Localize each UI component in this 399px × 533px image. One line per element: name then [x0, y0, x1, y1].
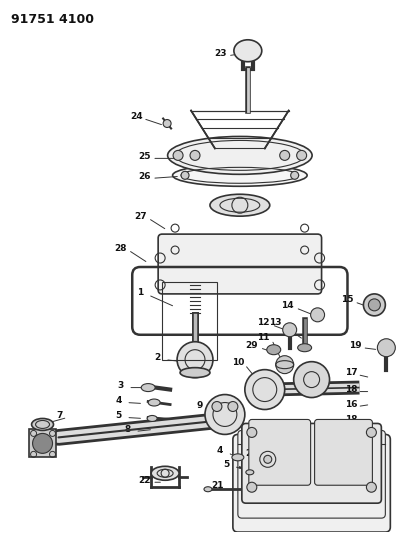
- Text: 7: 7: [56, 411, 63, 420]
- Text: 18: 18: [345, 385, 358, 394]
- FancyBboxPatch shape: [238, 431, 385, 518]
- Ellipse shape: [210, 194, 270, 216]
- Circle shape: [280, 150, 290, 160]
- Ellipse shape: [298, 344, 312, 352]
- Text: 25: 25: [138, 152, 150, 161]
- Text: 15: 15: [341, 295, 354, 304]
- Ellipse shape: [168, 136, 312, 174]
- Ellipse shape: [147, 416, 157, 422]
- Text: 23: 23: [215, 49, 227, 58]
- Circle shape: [297, 150, 306, 160]
- Text: 19: 19: [349, 341, 362, 350]
- Ellipse shape: [246, 470, 254, 475]
- Circle shape: [177, 342, 213, 377]
- Circle shape: [366, 427, 376, 438]
- Text: 9: 9: [197, 401, 203, 410]
- Ellipse shape: [180, 368, 210, 377]
- Text: 13: 13: [269, 318, 282, 327]
- Circle shape: [264, 455, 272, 463]
- Text: 4: 4: [217, 446, 223, 455]
- Circle shape: [283, 323, 297, 337]
- Text: 5: 5: [115, 411, 121, 420]
- Text: 8: 8: [124, 425, 130, 434]
- Circle shape: [245, 370, 285, 409]
- FancyBboxPatch shape: [242, 423, 381, 503]
- Circle shape: [363, 294, 385, 316]
- FancyBboxPatch shape: [314, 419, 372, 485]
- Text: 27: 27: [134, 212, 146, 221]
- Ellipse shape: [232, 454, 244, 461]
- Text: 22: 22: [138, 476, 150, 484]
- Ellipse shape: [267, 345, 281, 354]
- FancyBboxPatch shape: [158, 234, 322, 294]
- Circle shape: [205, 394, 245, 434]
- Text: 28: 28: [114, 244, 126, 253]
- Text: 20: 20: [246, 449, 258, 458]
- Text: 18: 18: [345, 415, 358, 424]
- Ellipse shape: [234, 40, 262, 62]
- Text: 91751 4100: 91751 4100: [11, 13, 94, 26]
- Text: 3: 3: [117, 381, 123, 390]
- Ellipse shape: [151, 466, 179, 480]
- Ellipse shape: [148, 399, 160, 406]
- Circle shape: [247, 427, 257, 438]
- Circle shape: [377, 339, 395, 357]
- Circle shape: [247, 482, 257, 492]
- Ellipse shape: [32, 418, 53, 431]
- Text: 2: 2: [154, 353, 160, 362]
- Text: 10: 10: [232, 358, 244, 367]
- Text: 29: 29: [245, 341, 258, 350]
- Text: 24: 24: [130, 112, 142, 121]
- Text: 21: 21: [212, 481, 224, 490]
- Circle shape: [228, 401, 238, 411]
- Ellipse shape: [141, 384, 155, 392]
- Circle shape: [291, 171, 299, 179]
- FancyBboxPatch shape: [233, 434, 390, 532]
- Circle shape: [173, 150, 183, 160]
- Circle shape: [294, 362, 330, 398]
- FancyBboxPatch shape: [249, 419, 310, 485]
- Text: 14: 14: [281, 301, 294, 310]
- Ellipse shape: [204, 487, 212, 492]
- Circle shape: [368, 299, 380, 311]
- Text: 26: 26: [138, 172, 150, 181]
- Circle shape: [33, 433, 53, 454]
- Ellipse shape: [163, 119, 171, 127]
- Text: 16: 16: [345, 400, 358, 409]
- Bar: [162, 282, 217, 360]
- Circle shape: [181, 171, 189, 179]
- Text: 17: 17: [345, 368, 358, 377]
- Text: 12: 12: [257, 318, 270, 327]
- Text: 1: 1: [137, 288, 143, 297]
- Circle shape: [366, 482, 376, 492]
- Circle shape: [276, 356, 294, 374]
- Bar: [29, 430, 57, 457]
- Ellipse shape: [173, 164, 307, 186]
- Text: 4: 4: [115, 396, 121, 405]
- Circle shape: [190, 150, 200, 160]
- Circle shape: [212, 401, 222, 411]
- Circle shape: [310, 308, 324, 322]
- Text: 5: 5: [223, 460, 229, 469]
- Text: 6: 6: [32, 436, 38, 445]
- Text: 11: 11: [257, 333, 270, 342]
